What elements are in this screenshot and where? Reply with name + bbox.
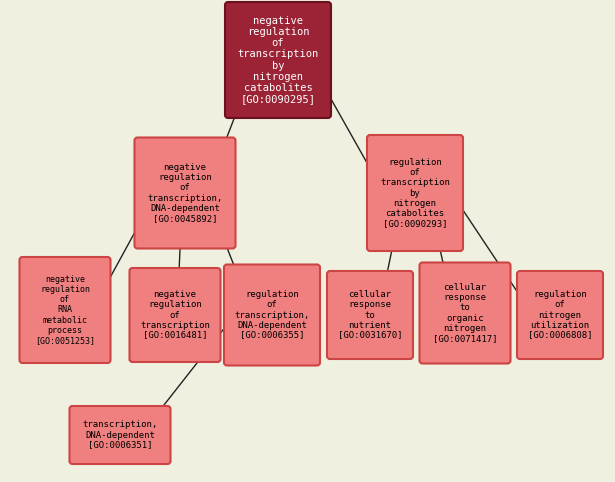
FancyBboxPatch shape	[135, 137, 236, 249]
FancyBboxPatch shape	[69, 406, 170, 464]
Text: regulation
of
transcription,
DNA-dependent
[GO:0006355]: regulation of transcription, DNA-depende…	[234, 290, 309, 340]
FancyBboxPatch shape	[419, 263, 510, 363]
FancyBboxPatch shape	[130, 268, 221, 362]
FancyBboxPatch shape	[224, 265, 320, 365]
Text: cellular
response
to
organic
nitrogen
[GO:0071417]: cellular response to organic nitrogen [G…	[433, 283, 498, 343]
Text: regulation
of
transcription
by
nitrogen
catabolites
[GO:0090293]: regulation of transcription by nitrogen …	[380, 159, 450, 228]
FancyBboxPatch shape	[517, 271, 603, 359]
Text: cellular
response
to
nutrient
[GO:0031670]: cellular response to nutrient [GO:003167…	[338, 290, 402, 340]
Text: negative
regulation
of
transcription
[GO:0016481]: negative regulation of transcription [GO…	[140, 290, 210, 340]
Text: regulation
of
nitrogen
utilization
[GO:0006808]: regulation of nitrogen utilization [GO:0…	[528, 290, 592, 340]
Text: negative
regulation
of
transcription,
DNA-dependent
[GO:0045892]: negative regulation of transcription, DN…	[148, 163, 223, 223]
Text: transcription,
DNA-dependent
[GO:0006351]: transcription, DNA-dependent [GO:0006351…	[82, 420, 157, 450]
Text: negative
regulation
of
transcription
by
nitrogen
catabolites
[GO:0090295]: negative regulation of transcription by …	[237, 16, 319, 104]
Text: negative
regulation
of
RNA
metabolic
process
[GO:0051253]: negative regulation of RNA metabolic pro…	[35, 275, 95, 345]
FancyBboxPatch shape	[225, 2, 331, 118]
FancyBboxPatch shape	[20, 257, 111, 363]
FancyBboxPatch shape	[327, 271, 413, 359]
FancyBboxPatch shape	[367, 135, 463, 251]
